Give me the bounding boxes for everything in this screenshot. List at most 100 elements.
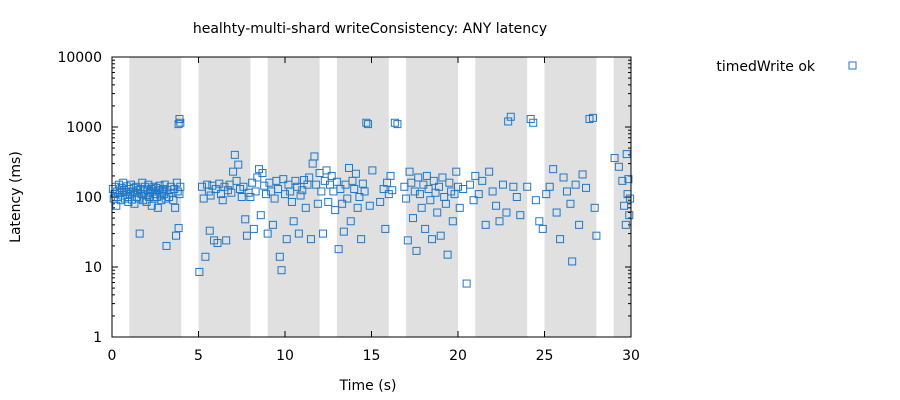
data-point — [176, 182, 185, 191]
data-point — [176, 118, 185, 127]
x-tick-label: 30 — [622, 348, 640, 364]
data-point — [592, 231, 601, 240]
data-point — [313, 199, 322, 208]
data-point — [410, 187, 419, 196]
data-point — [268, 220, 277, 229]
data-point — [549, 165, 558, 174]
data-point — [253, 173, 262, 182]
data-point — [343, 194, 352, 203]
data-point — [362, 118, 371, 127]
data-point — [455, 203, 464, 212]
data-point — [144, 180, 153, 189]
data-point — [552, 208, 561, 217]
data-point — [201, 252, 210, 261]
data-point — [338, 199, 347, 208]
data-point — [306, 235, 315, 244]
data-point — [270, 194, 279, 203]
legend: timedWrite ok — [716, 59, 857, 75]
data-point — [588, 113, 597, 122]
data-point — [234, 160, 243, 169]
data-point — [256, 211, 265, 220]
y-tick-label: 1000 — [66, 120, 102, 136]
data-point — [138, 178, 147, 187]
data-point — [622, 150, 631, 159]
data-point — [556, 235, 565, 244]
data-point — [409, 214, 418, 223]
data-point — [157, 196, 166, 205]
data-point — [246, 193, 255, 201]
shaded-band — [267, 57, 320, 337]
data-point — [478, 176, 487, 185]
shaded-bands — [129, 57, 631, 337]
data-point — [625, 211, 634, 220]
data-point — [319, 229, 328, 238]
data-point — [454, 182, 462, 191]
legend-marker — [848, 61, 857, 70]
data-point — [419, 180, 428, 189]
data-point — [258, 169, 267, 178]
data-point — [358, 179, 367, 188]
data-point — [400, 182, 409, 191]
data-point — [459, 185, 468, 194]
y-tick-labels: 1 10 100 1000 10000 — [57, 50, 102, 346]
data-point — [260, 181, 269, 190]
data-point — [117, 183, 126, 192]
data-point — [429, 176, 438, 185]
x-tick-label: 5 — [194, 348, 203, 364]
data-point — [488, 187, 497, 196]
data-point — [415, 190, 424, 199]
data-point — [229, 167, 238, 176]
data-point — [393, 120, 402, 129]
data-point — [469, 196, 478, 205]
data-point — [345, 163, 354, 172]
x-tick-labels: 0 5 10 15 20 25 30 — [108, 348, 640, 364]
data-point — [294, 229, 303, 238]
data-point — [301, 203, 310, 212]
data-point — [334, 245, 343, 254]
data-point — [618, 176, 627, 185]
data-point — [407, 178, 416, 187]
data-point — [112, 201, 121, 210]
data-point — [222, 236, 231, 245]
data-point — [286, 187, 295, 196]
data-point — [123, 193, 132, 201]
data-point — [614, 162, 623, 171]
data-point — [239, 182, 248, 191]
data-point — [471, 171, 480, 180]
data-point — [195, 267, 204, 276]
data-point — [403, 236, 412, 245]
data-point — [417, 203, 426, 212]
data-point — [448, 217, 457, 226]
y-tick-label: 1 — [93, 330, 102, 346]
data-point — [218, 196, 227, 205]
data-point — [443, 250, 452, 259]
data-point — [317, 187, 326, 196]
data-point — [172, 231, 181, 240]
data-point — [509, 182, 518, 191]
data-point — [355, 193, 364, 201]
data-point — [381, 224, 390, 233]
data-point — [312, 180, 321, 189]
x-tick-label: 15 — [363, 348, 381, 364]
data-point — [485, 167, 494, 176]
data-point — [535, 217, 544, 226]
data-point — [298, 186, 307, 195]
plot-frame — [111, 56, 632, 338]
data-point — [251, 187, 260, 196]
data-point — [322, 166, 331, 175]
data-point — [360, 187, 369, 196]
data-point — [626, 194, 635, 203]
data-point — [402, 194, 411, 203]
data-point — [153, 203, 162, 212]
data-point — [339, 227, 348, 236]
data-point — [474, 190, 483, 199]
data-point — [422, 171, 431, 180]
data-point — [197, 182, 206, 191]
shaded-band — [475, 57, 528, 337]
data-point — [504, 117, 513, 126]
data-point — [414, 173, 423, 182]
data-point — [421, 224, 430, 233]
data-point — [452, 167, 461, 176]
data-point — [571, 180, 580, 189]
